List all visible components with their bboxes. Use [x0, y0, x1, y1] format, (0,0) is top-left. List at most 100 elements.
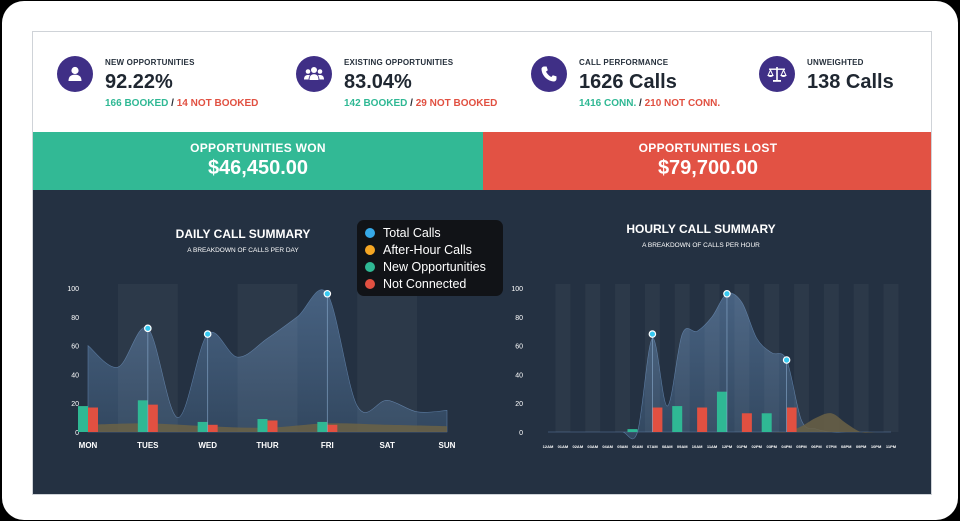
highlight-point — [144, 324, 152, 333]
area-band — [237, 284, 298, 432]
x-tick-label: 08AM — [662, 444, 673, 449]
x-tick-label: 11PM — [886, 444, 897, 449]
x-tick-label: 06AM — [632, 444, 643, 449]
not-booked-count: 14 NOT BOOKED — [176, 98, 259, 109]
legend-label: Not Connected — [383, 277, 467, 291]
y-tick-label: 80 — [515, 315, 523, 322]
y-tick-label: 0 — [519, 430, 523, 437]
area-band — [674, 284, 690, 432]
x-tick-label: 01AM — [558, 444, 569, 449]
stat-unweighted: UNWEIGHTED 138 Calls — [759, 56, 929, 116]
chart-title: DAILY CALL SUMMARY — [176, 227, 311, 241]
user-icon — [57, 56, 93, 92]
highlight-point — [723, 289, 731, 298]
x-tick-label: 07AM — [647, 444, 658, 449]
area-band — [764, 284, 780, 432]
dashboard-panel: NEW OPPORTUNITIES 92.22% 166 BOOKED / 14… — [32, 31, 932, 495]
bar-not-connected — [652, 407, 663, 432]
x-tick-label: 02AM — [572, 444, 583, 449]
stat-sub: 166 BOOKED / 14 NOT BOOKED — [105, 98, 259, 109]
x-tick-label: FRI — [321, 441, 334, 450]
phone-icon — [531, 56, 567, 92]
legend-dot — [365, 228, 375, 238]
stat-sub: 142 BOOKED / 29 NOT BOOKED — [344, 98, 498, 109]
highlight-point — [323, 289, 332, 298]
daily-call-chart: DAILY CALL SUMMARY A BREAKDOWN OF CALLS P… — [67, 227, 455, 450]
bar-new-opportunities — [78, 406, 88, 432]
charts-area: DAILY CALL SUMMARY A BREAKDOWN OF CALLS P… — [33, 190, 931, 494]
stat-sub: 1416 CONN. / 210 NOT CONN. — [579, 98, 721, 109]
bar-not-connected — [786, 407, 797, 432]
x-tick-label: SUN — [439, 441, 456, 450]
scale-icon — [759, 56, 795, 92]
area-band — [883, 284, 899, 432]
chart-subtitle: A BREAKDOWN OF CALLS PER HOUR — [642, 242, 760, 249]
area-band — [734, 284, 750, 432]
bar-new-opportunities — [317, 421, 328, 432]
area-after-hour-calls — [548, 413, 891, 433]
bar-not-connected — [88, 407, 98, 432]
area-band — [823, 284, 839, 432]
opportunities-won-banner: OPPORTUNITIES WON $46,450.00 — [33, 132, 483, 190]
stat-label: CALL PERFORMANCE — [579, 58, 669, 67]
x-tick-label: 04AM — [602, 444, 613, 449]
x-tick-label: SAT — [379, 441, 395, 450]
x-tick-label: 02PM — [752, 444, 763, 449]
x-tick-label: 11AM — [707, 444, 718, 449]
won-value: $46,450.00 — [207, 157, 309, 179]
bar-new-opportunities — [627, 429, 638, 432]
y-tick-label: 60 — [515, 344, 523, 351]
group-icon — [296, 56, 332, 92]
y-tick-label: 100 — [511, 286, 523, 293]
opportunities-lost-banner: OPPORTUNITIES LOST $79,700.00 — [483, 132, 931, 190]
legend-item[interactable]: New Opportunities — [365, 259, 486, 275]
stat-label: EXISTING OPPORTUNITIES — [344, 58, 454, 67]
y-tick-label: 80 — [71, 315, 79, 322]
bar-not-connected — [697, 407, 708, 432]
x-tick-label: 09AM — [677, 444, 688, 449]
stat-value: 1626 Calls — [579, 71, 677, 93]
x-tick-label: 03PM — [766, 444, 777, 449]
legend-item[interactable]: Total Calls — [365, 225, 441, 241]
legend-dot — [365, 245, 375, 255]
area-band — [585, 284, 601, 432]
stats-row: NEW OPPORTUNITIES 92.22% 166 BOOKED / 14… — [33, 32, 931, 132]
y-tick-label: 40 — [515, 372, 523, 379]
y-tick-label: 100 — [67, 286, 79, 293]
legend-label: New Opportunities — [383, 260, 486, 274]
stat-value: 92.22% — [105, 71, 173, 93]
legend-dot — [365, 262, 375, 272]
bar-new-opportunities — [257, 419, 268, 432]
y-tick-label: 40 — [71, 372, 79, 379]
y-tick-label: 20 — [515, 401, 523, 408]
booked-count: 166 BOOKED — [105, 98, 169, 109]
area-band — [615, 284, 631, 432]
area-band — [853, 284, 869, 432]
legend-item[interactable]: After-Hour Calls — [365, 242, 472, 258]
legend-label: After-Hour Calls — [383, 243, 472, 257]
x-tick-label: TUES — [137, 441, 159, 450]
not-connected-count: 210 NOT CONN. — [644, 98, 721, 109]
y-tick-label: 0 — [75, 430, 79, 437]
lost-label: OPPORTUNITIES LOST — [638, 141, 778, 155]
hourly-call-chart: HOURLY CALL SUMMARY A BREAKDOWN OF CALLS … — [511, 222, 899, 449]
area-band — [555, 284, 571, 432]
stat-value: 138 Calls — [807, 71, 894, 93]
stat-existing-opportunities: EXISTING OPPORTUNITIES 83.04% 142 BOOKED… — [296, 56, 526, 116]
x-tick-label: 09PM — [856, 444, 867, 449]
x-tick-label: 12PM — [722, 444, 733, 449]
x-tick-label: 04PM — [781, 444, 792, 449]
legend-item[interactable]: Not Connected — [365, 276, 466, 292]
highlight-point — [203, 330, 212, 338]
bar-not-connected — [147, 404, 158, 432]
stat-call-performance: CALL PERFORMANCE 1626 Calls 1416 CONN. /… — [531, 56, 751, 116]
chart-subtitle: A BREAKDOWN OF CALLS PER DAY — [187, 247, 299, 254]
y-tick-label: 60 — [71, 344, 79, 351]
x-tick-label: 05AM — [617, 444, 628, 449]
bar-new-opportunities — [137, 400, 148, 432]
booked-count: 142 BOOKED — [344, 98, 408, 109]
area-band — [357, 284, 418, 432]
bar-new-opportunities — [672, 406, 683, 432]
stat-label: NEW OPPORTUNITIES — [105, 58, 195, 67]
bar-not-connected — [327, 424, 338, 432]
